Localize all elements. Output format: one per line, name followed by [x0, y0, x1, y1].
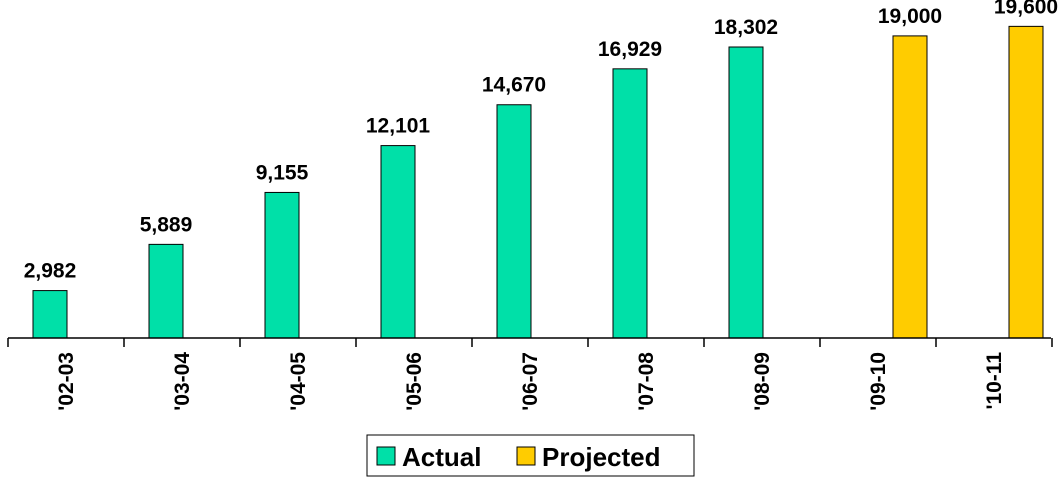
- x-tick-label: '08-09: [751, 352, 774, 411]
- x-tick-label: '06-07: [519, 352, 542, 411]
- bar-actual-7: [728, 46, 764, 339]
- bar-actual-5: [496, 104, 532, 339]
- data-label: 18,302: [714, 16, 778, 39]
- legend: Actual Projected: [366, 434, 695, 477]
- data-label: 14,670: [482, 74, 546, 97]
- data-label: 12,101: [366, 115, 431, 138]
- bar-actual-3: [264, 191, 300, 339]
- bars-group: [32, 25, 1044, 339]
- bar-projected-9: [1008, 25, 1044, 339]
- x-axis-ticks-group: [7, 338, 1053, 347]
- bar-actual-6: [612, 68, 648, 339]
- legend-swatch-projected: [516, 446, 536, 466]
- data-label: 16,929: [598, 38, 662, 61]
- bar-projected-8: [892, 35, 928, 339]
- x-tick-label: '07-08: [635, 352, 658, 411]
- data-label: 5,889: [140, 213, 193, 236]
- data-labels-group: 2,982 5,889 9,155 12,101 14,670 16,929 18,302 1…: [24, 0, 1058, 283]
- data-label: 2,982: [24, 260, 77, 283]
- x-tick-label: '03-04: [171, 352, 194, 411]
- x-tick-label: '02-03: [55, 352, 78, 411]
- legend-label-actual: Actual: [402, 442, 481, 472]
- x-axis-tick-labels-group: '02-03 '03-04 '04-05 '05-06 '06-07 '07-08 '08-…: [55, 352, 1006, 411]
- data-label: 9,155: [256, 161, 309, 184]
- bar-actual-1: [32, 290, 68, 339]
- legend-label-projected: Projected: [542, 442, 661, 472]
- data-label: 19,000: [878, 5, 942, 28]
- x-tick-label: '04-05: [287, 352, 310, 411]
- x-tick-label: '05-06: [403, 352, 426, 411]
- legend-swatch-actual: [376, 446, 396, 466]
- x-tick-label: '10-11: [983, 352, 1006, 410]
- x-tick-label: '09-10: [867, 352, 890, 411]
- bar-actual-2: [148, 243, 184, 339]
- data-label: 19,600: [994, 0, 1058, 18]
- bar-actual-4: [380, 145, 416, 339]
